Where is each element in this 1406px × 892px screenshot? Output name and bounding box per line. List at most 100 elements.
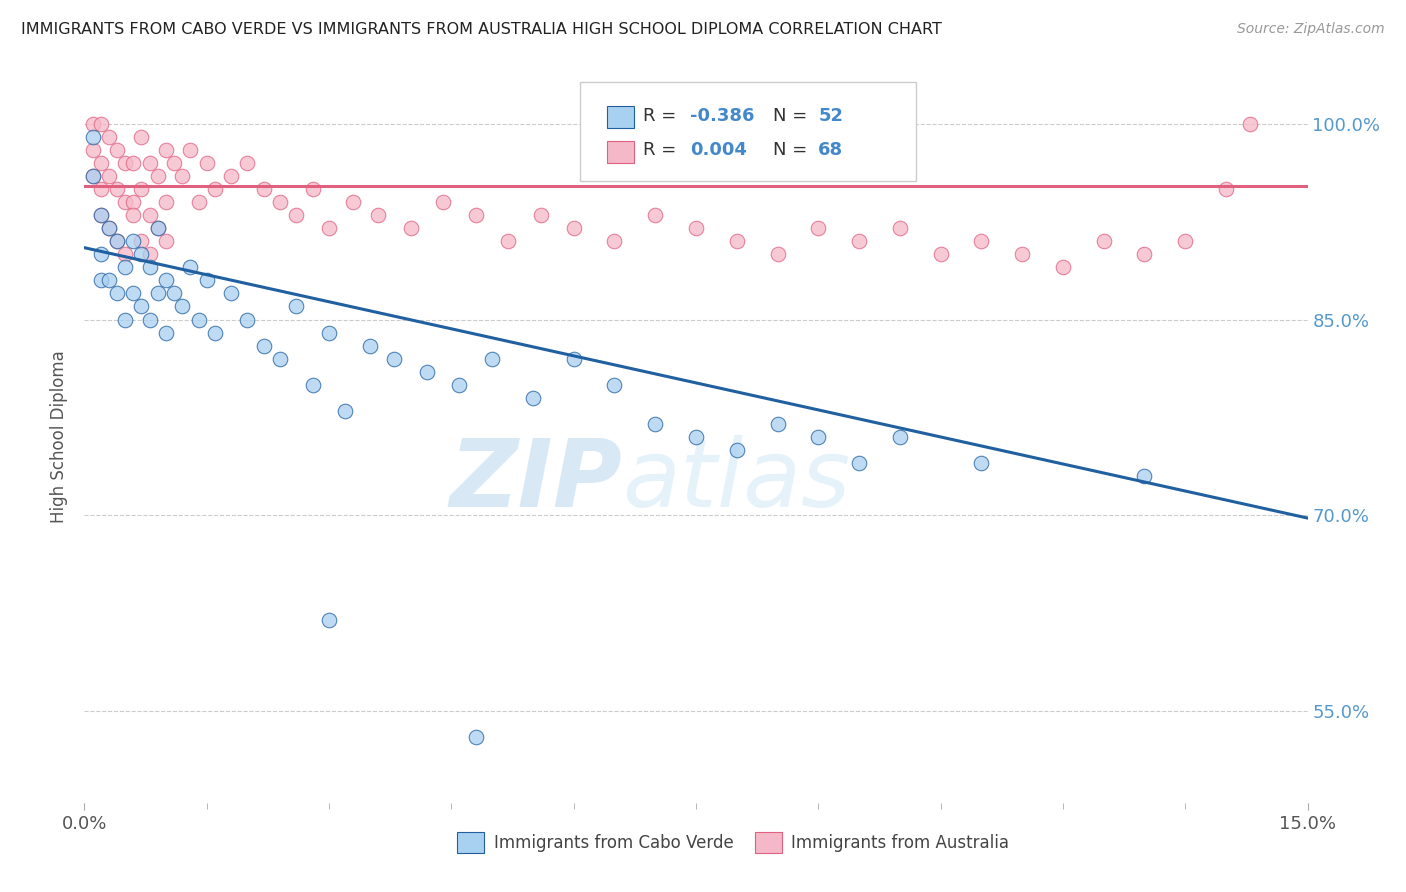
Point — [146, 221, 169, 235]
Point — [236, 312, 259, 326]
Point — [562, 351, 585, 366]
Point — [530, 208, 553, 222]
Point — [449, 377, 471, 392]
Point — [464, 731, 486, 745]
Point — [1011, 247, 1033, 261]
Point — [114, 260, 136, 275]
Point — [82, 169, 104, 183]
Point — [1133, 469, 1156, 483]
Point — [97, 221, 120, 235]
FancyBboxPatch shape — [457, 832, 484, 853]
Point — [97, 129, 120, 144]
Point — [179, 143, 201, 157]
Point — [122, 234, 145, 248]
Point — [155, 273, 177, 287]
Point — [342, 194, 364, 209]
Point — [301, 182, 323, 196]
Point — [219, 286, 242, 301]
Text: Source: ZipAtlas.com: Source: ZipAtlas.com — [1237, 22, 1385, 37]
Point — [146, 221, 169, 235]
Text: atlas: atlas — [623, 435, 851, 526]
Point — [301, 377, 323, 392]
Point — [399, 221, 422, 235]
Point — [603, 377, 626, 392]
Point — [1052, 260, 1074, 275]
Point — [138, 312, 160, 326]
Point — [1174, 234, 1197, 248]
Point — [269, 194, 291, 209]
Point — [318, 221, 340, 235]
Point — [114, 194, 136, 209]
Point — [1133, 247, 1156, 261]
Point — [253, 182, 276, 196]
Point — [367, 208, 389, 222]
Point — [172, 169, 194, 183]
Point — [766, 417, 789, 431]
Point — [204, 182, 226, 196]
Point — [481, 351, 503, 366]
Point — [114, 312, 136, 326]
Point — [82, 169, 104, 183]
Text: 52: 52 — [818, 107, 844, 125]
Point — [807, 430, 830, 444]
Point — [114, 247, 136, 261]
Point — [90, 156, 112, 170]
Point — [105, 234, 128, 248]
Point — [725, 234, 748, 248]
Point — [131, 234, 153, 248]
Point — [335, 404, 357, 418]
Point — [131, 300, 153, 314]
Text: N =: N = — [773, 141, 807, 160]
Point — [82, 117, 104, 131]
Point — [155, 234, 177, 248]
Point — [122, 208, 145, 222]
FancyBboxPatch shape — [755, 832, 782, 853]
Point — [889, 430, 911, 444]
Point — [187, 194, 209, 209]
Point — [97, 273, 120, 287]
Point — [155, 143, 177, 157]
Text: R =: R = — [644, 141, 676, 160]
Point — [90, 182, 112, 196]
Point — [685, 221, 707, 235]
Point — [498, 234, 520, 248]
Text: 0.004: 0.004 — [690, 141, 747, 160]
FancyBboxPatch shape — [606, 141, 634, 163]
Point — [285, 300, 308, 314]
Point — [146, 286, 169, 301]
Point — [848, 456, 870, 470]
Point — [970, 456, 993, 470]
Point — [105, 143, 128, 157]
Point — [138, 156, 160, 170]
Point — [318, 613, 340, 627]
Point — [685, 430, 707, 444]
Point — [522, 391, 544, 405]
Point — [807, 221, 830, 235]
Point — [269, 351, 291, 366]
Point — [725, 443, 748, 458]
Point — [138, 208, 160, 222]
Point — [970, 234, 993, 248]
Point — [146, 169, 169, 183]
Point — [318, 326, 340, 340]
Point — [163, 286, 186, 301]
Point — [382, 351, 405, 366]
Point — [97, 221, 120, 235]
Point — [105, 286, 128, 301]
Point — [138, 247, 160, 261]
Point — [253, 339, 276, 353]
Point — [562, 221, 585, 235]
Point — [889, 221, 911, 235]
Point — [432, 194, 454, 209]
Point — [105, 234, 128, 248]
Point — [195, 156, 218, 170]
Text: Immigrants from Australia: Immigrants from Australia — [792, 834, 1010, 852]
Point — [187, 312, 209, 326]
Point — [90, 208, 112, 222]
Point — [90, 247, 112, 261]
Point — [766, 247, 789, 261]
Text: -0.386: -0.386 — [690, 107, 755, 125]
Point — [114, 156, 136, 170]
Point — [179, 260, 201, 275]
Point — [848, 234, 870, 248]
